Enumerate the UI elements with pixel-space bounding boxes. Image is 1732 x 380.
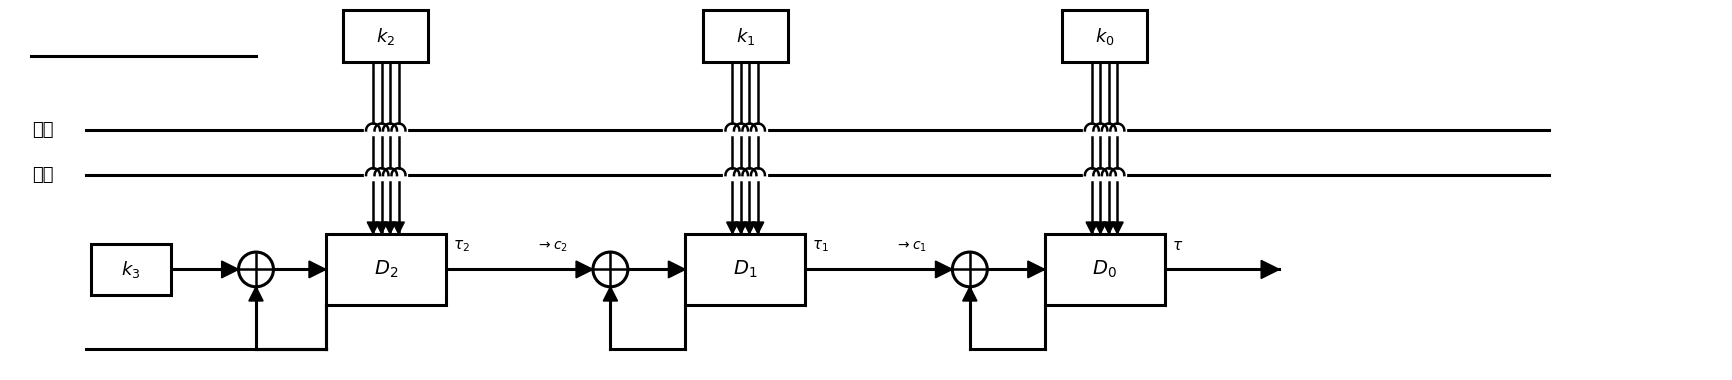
Text: $\tau_1$: $\tau_1$: [812, 239, 828, 254]
FancyBboxPatch shape: [1044, 234, 1164, 305]
Text: $\rightarrow c_2$: $\rightarrow c_2$: [535, 239, 566, 254]
Polygon shape: [752, 222, 764, 234]
Polygon shape: [726, 222, 738, 234]
FancyBboxPatch shape: [1062, 10, 1147, 62]
Text: $k_0$: $k_0$: [1095, 25, 1114, 47]
FancyBboxPatch shape: [684, 234, 805, 305]
Polygon shape: [308, 261, 326, 278]
Text: 复位: 复位: [33, 122, 54, 139]
Polygon shape: [376, 222, 388, 234]
Text: $k_1$: $k_1$: [734, 25, 755, 47]
Polygon shape: [367, 222, 379, 234]
Text: $k_2$: $k_2$: [376, 25, 395, 47]
Polygon shape: [1261, 260, 1278, 279]
FancyBboxPatch shape: [343, 10, 428, 62]
Polygon shape: [1086, 222, 1096, 234]
Text: $\tau_2$: $\tau_2$: [452, 239, 469, 254]
Polygon shape: [734, 222, 746, 234]
Polygon shape: [669, 261, 684, 278]
Polygon shape: [385, 222, 395, 234]
Circle shape: [239, 252, 274, 287]
Polygon shape: [603, 287, 617, 301]
Polygon shape: [935, 261, 953, 278]
FancyBboxPatch shape: [92, 244, 171, 295]
Polygon shape: [249, 287, 263, 301]
Polygon shape: [963, 287, 977, 301]
FancyBboxPatch shape: [703, 10, 786, 62]
Polygon shape: [393, 222, 404, 234]
Text: $\tau$: $\tau$: [1171, 238, 1181, 253]
Text: $D_2$: $D_2$: [374, 259, 398, 280]
Polygon shape: [1102, 222, 1114, 234]
Text: 时钟: 时钟: [33, 166, 54, 184]
Text: $D_0$: $D_0$: [1091, 259, 1117, 280]
FancyBboxPatch shape: [326, 234, 445, 305]
Text: $k_3$: $k_3$: [121, 259, 140, 280]
Polygon shape: [743, 222, 755, 234]
Polygon shape: [575, 261, 592, 278]
Text: $\rightarrow c_1$: $\rightarrow c_1$: [894, 239, 927, 254]
Polygon shape: [1027, 261, 1044, 278]
Polygon shape: [222, 261, 239, 278]
Circle shape: [592, 252, 627, 287]
Text: $D_1$: $D_1$: [733, 259, 757, 280]
Polygon shape: [1095, 222, 1105, 234]
Polygon shape: [1110, 222, 1122, 234]
Circle shape: [953, 252, 987, 287]
